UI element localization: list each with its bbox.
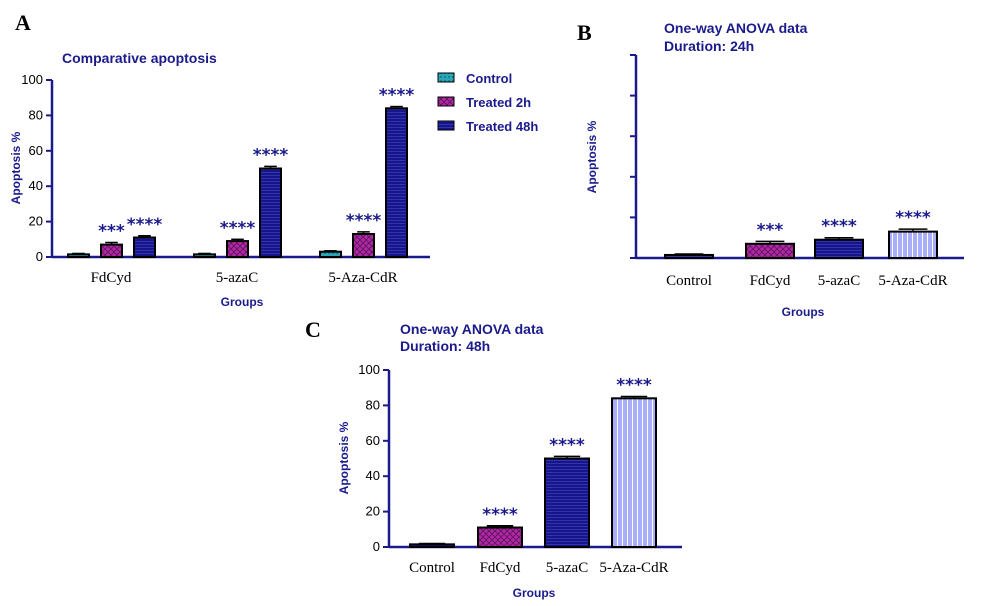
panel-a-5-azaC-significance-label: **** bbox=[253, 145, 289, 165]
panel-a-5-azaC-significance-label: **** bbox=[220, 218, 256, 238]
panel-a-category-label: FdCyd bbox=[91, 270, 132, 286]
panel-c-5-azaC-significance-label: **** bbox=[549, 435, 585, 455]
legend-label-control: Control bbox=[466, 71, 512, 86]
panel-c-Control-bar bbox=[409, 543, 455, 548]
legend-label-treated-48h: Treated 48h bbox=[466, 119, 538, 134]
panel-a-legend: Control Treated 2h Treated 48h bbox=[437, 71, 538, 134]
panel-a-5-Aza-CdR-significance-label: **** bbox=[379, 86, 415, 106]
panel-a-5-azaC-bar bbox=[193, 253, 216, 259]
panel-c-ytick-label: 40 bbox=[366, 468, 380, 483]
panel-a-5-azaC-bar bbox=[226, 240, 249, 259]
panel-a-FdCyd-bar bbox=[67, 253, 90, 259]
panel-b-5-azaC-bar bbox=[814, 238, 864, 259]
panel-b-5-azaC-significance-label: **** bbox=[821, 217, 857, 237]
panel-c-ytick-label: 80 bbox=[366, 397, 380, 412]
panel-a-5-Aza-CdR-bar bbox=[385, 107, 408, 258]
legend-swatch-treated-48h bbox=[437, 120, 455, 131]
panel-c-ylabel: Apoptosis % bbox=[337, 421, 351, 494]
panel-b-xlabel: Groups bbox=[782, 305, 825, 319]
panel-b-title: One-way ANOVA data bbox=[664, 20, 808, 36]
panel-a-5-azaC-bar bbox=[259, 167, 282, 258]
panel-a-ytick-label: 80 bbox=[29, 107, 43, 122]
legend-swatch-treated-2h bbox=[437, 96, 455, 107]
panel-b-plot: Control *** FdCyd **** 5-azaC **** 5-Aza-CdR bbox=[630, 54, 964, 289]
panel-b-category-label: 5-azaC bbox=[818, 273, 860, 289]
panel-b-category-label: FdCyd bbox=[750, 273, 791, 289]
panel-c-ytick-label: 100 bbox=[358, 362, 380, 377]
panel-b-5-Aza-CdR-bar bbox=[888, 230, 938, 259]
panel-letter-a: A bbox=[15, 10, 31, 35]
panel-c-FdCyd-bar bbox=[477, 526, 523, 549]
panel-a-ytick-label: 100 bbox=[21, 72, 43, 87]
panel-c-5-Aza-CdR-bar bbox=[611, 397, 657, 548]
panel-a-title: Comparative apoptosis bbox=[62, 50, 217, 66]
panel-c-category-label: FdCyd bbox=[480, 560, 521, 576]
legend-swatch-control bbox=[437, 72, 455, 83]
panel-letter-c: C bbox=[305, 317, 321, 342]
panel-c-xlabel: Groups bbox=[513, 586, 556, 600]
panel-c-subtitle: Duration: 48h bbox=[400, 338, 490, 354]
panel-a-ytick-label: 20 bbox=[29, 214, 43, 229]
panel-b-FdCyd-significance-label: *** bbox=[757, 220, 784, 240]
panel-a-5-Aza-CdR-bar bbox=[352, 232, 375, 259]
panel-b-FdCyd-bar bbox=[745, 242, 795, 259]
panel-c-title: One-way ANOVA data bbox=[400, 321, 544, 337]
panel-c-category-label: Control bbox=[409, 560, 455, 576]
panel-b-category-label: 5-Aza-CdR bbox=[878, 273, 947, 289]
panel-a-ytick-label: 0 bbox=[36, 249, 43, 264]
panel-a-xlabel: Groups bbox=[221, 295, 264, 309]
panel-a-category-label: 5-azaC bbox=[216, 270, 258, 286]
panel-a-ytick-label: 60 bbox=[29, 143, 43, 158]
panel-c-5-azaC-bar bbox=[544, 457, 590, 548]
panel-c-ytick-label: 0 bbox=[373, 539, 380, 554]
panel-a-FdCyd-significance-label: *** bbox=[98, 221, 125, 241]
legend-label-treated-2h: Treated 2h bbox=[466, 95, 531, 110]
panel-a-FdCyd-bar bbox=[133, 236, 156, 258]
panel-a-ytick-label: 40 bbox=[29, 178, 43, 193]
panel-c-FdCyd-significance-label: **** bbox=[482, 505, 518, 525]
panel-c-category-label: 5-Aza-CdR bbox=[599, 560, 668, 576]
panel-a-FdCyd-bar bbox=[100, 243, 123, 259]
panel-c-ytick-label: 60 bbox=[366, 433, 380, 448]
panel-a-ylabel: Apoptosis % bbox=[9, 131, 23, 204]
panel-b-Control-bar bbox=[664, 253, 714, 260]
panel-b-subtitle: Duration: 24h bbox=[664, 38, 754, 54]
panel-b-category-label: Control bbox=[666, 273, 712, 289]
panel-letter-b: B bbox=[577, 20, 592, 45]
panel-c-category-label: 5-azaC bbox=[546, 560, 588, 576]
panel-c-5-Aza-CdR-significance-label: **** bbox=[616, 376, 652, 396]
panel-a-5-Aza-CdR-bar bbox=[319, 250, 342, 259]
panel-c-ytick-label: 20 bbox=[366, 504, 380, 519]
panel-a-5-Aza-CdR-significance-label: **** bbox=[346, 211, 382, 231]
panel-b-ylabel: Apoptosis % bbox=[585, 120, 599, 193]
panel-b-5-Aza-CdR-significance-label: **** bbox=[895, 208, 931, 228]
panel-a-category-label: 5-Aza-CdR bbox=[328, 270, 397, 286]
panel-c-plot: 0 20 40 60 80 100 Control **** FdCyd **** 5-azaC **… bbox=[358, 362, 682, 576]
panel-a-FdCyd-significance-label: **** bbox=[127, 215, 163, 235]
